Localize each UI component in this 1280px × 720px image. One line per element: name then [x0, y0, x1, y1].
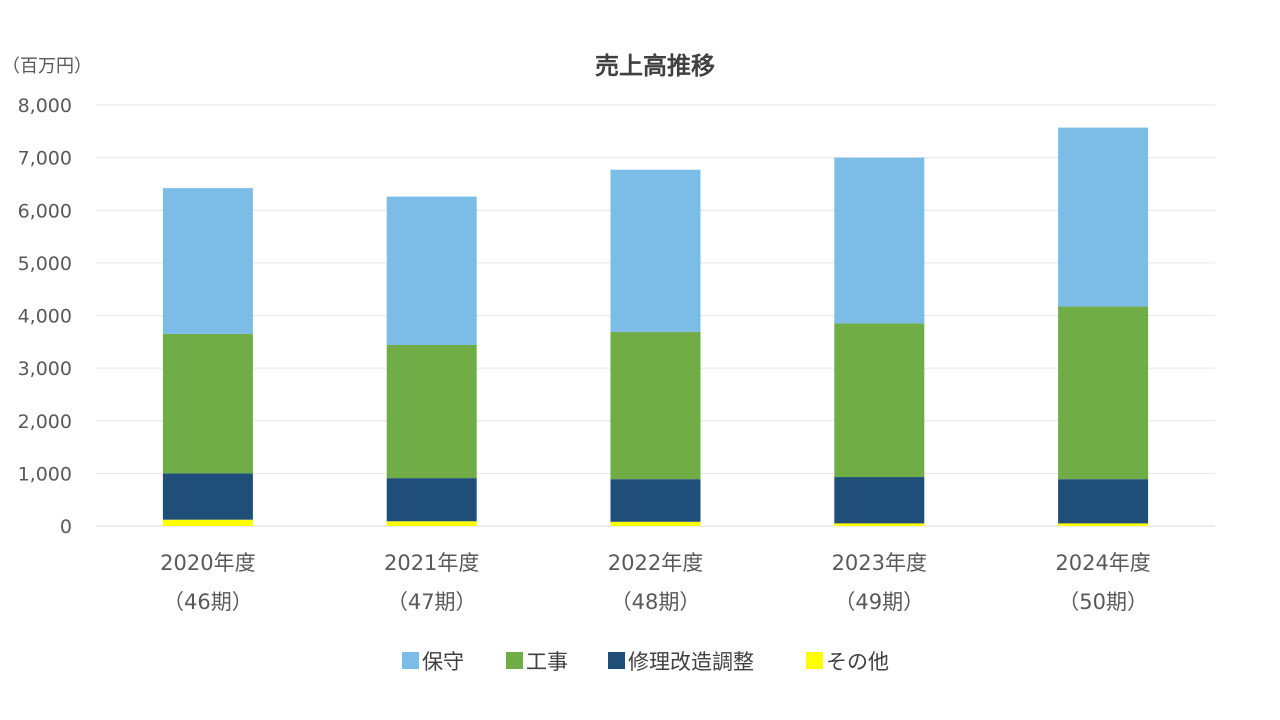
y-tick-label: 0 [60, 516, 72, 538]
x-tick-label-period: （49期） [834, 590, 924, 614]
bar-segment [162, 188, 253, 334]
y-axis-unit-label: （百万円） [2, 56, 92, 77]
x-tick-label-year: 2021年度 [384, 551, 479, 575]
x-tick-label-year: 2023年度 [832, 551, 927, 575]
bar-segment [1058, 127, 1149, 307]
legend-swatch [506, 652, 523, 669]
y-axis-ticks: 0 1,000 2,000 3,000 4,000 5,000 6,000 7,000 8,00… [18, 95, 72, 538]
bar-segment [610, 521, 701, 526]
y-tick-label: 4,000 [18, 306, 72, 328]
bar-segment [834, 523, 925, 526]
x-tick-label-period: （48期） [611, 590, 701, 614]
legend-label: 保守 [422, 650, 464, 674]
bar-segment [610, 331, 701, 480]
x-axis-labels: 2020年度 （46期） 2021年度 （47期） 2022年度 （48期） 2023年度 （… [160, 551, 1151, 614]
y-tick-label: 5,000 [18, 253, 72, 275]
bar-segment [386, 196, 477, 345]
bar-segment [1058, 523, 1149, 526]
legend-label: 修理改造調整 [628, 650, 754, 674]
bar-segment [162, 519, 253, 526]
y-tick-label: 1,000 [18, 463, 72, 485]
legend-label: その他 [826, 650, 889, 674]
bar-segment [1058, 479, 1149, 524]
bar-segment [386, 344, 477, 479]
x-tick-label-period: （50期） [1058, 590, 1148, 614]
legend-swatch [806, 652, 823, 669]
bar-segment [834, 323, 925, 478]
x-tick-label-period: （47期） [387, 590, 477, 614]
bar-segment [162, 473, 253, 520]
bar-segment [610, 479, 701, 522]
y-tick-label: 7,000 [18, 148, 72, 170]
chart-title: 売上高推移 [595, 52, 715, 80]
bar-segment [1058, 306, 1149, 480]
legend: 保守 工事 修理改造調整 その他 [402, 650, 889, 674]
bar-segment [162, 333, 253, 474]
bar-segment [386, 478, 477, 522]
y-tick-label: 8,000 [18, 95, 72, 117]
bar-segment [834, 157, 925, 324]
bar-segment [610, 169, 701, 332]
y-tick-label: 3,000 [18, 358, 72, 380]
y-tick-label: 2,000 [18, 411, 72, 433]
legend-swatch [608, 652, 625, 669]
x-tick-label-year: 2020年度 [160, 551, 255, 575]
y-tick-label: 6,000 [18, 200, 72, 222]
legend-label: 工事 [526, 650, 568, 674]
bar-segment [834, 477, 925, 524]
legend-swatch [402, 652, 419, 669]
x-tick-label-year: 2022年度 [608, 551, 703, 575]
x-tick-label-year: 2024年度 [1055, 551, 1150, 575]
x-tick-label-period: （46期） [163, 590, 253, 614]
bar-segment [386, 521, 477, 526]
bars [162, 127, 1149, 526]
